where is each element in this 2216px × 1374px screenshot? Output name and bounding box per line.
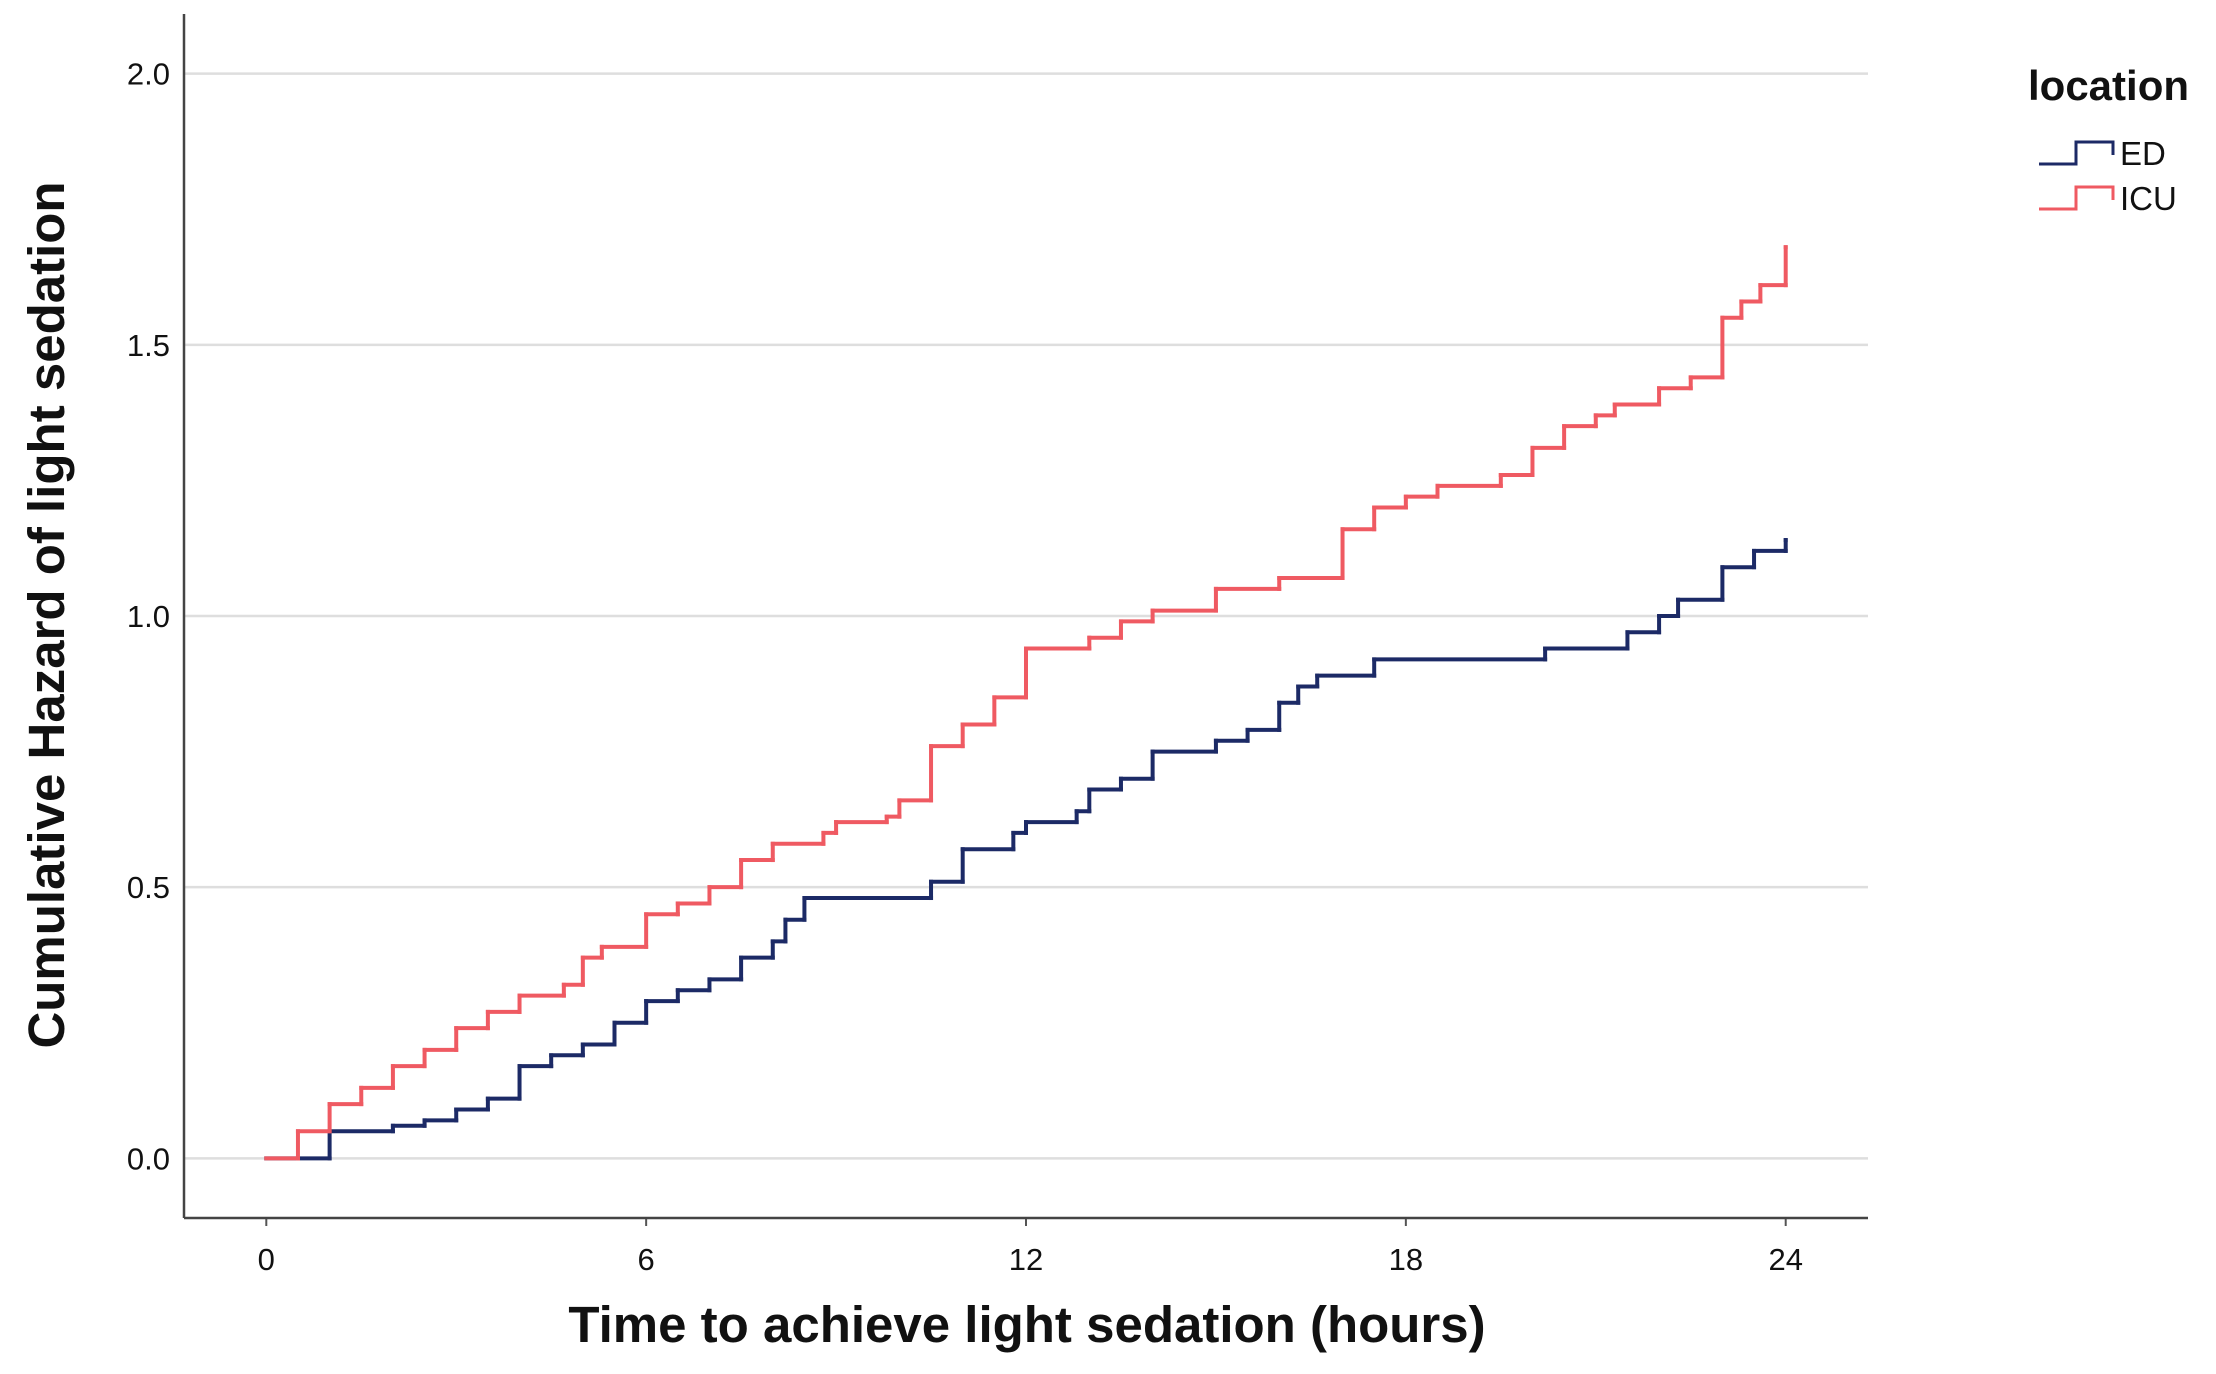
y-tick-label: 0.5 [127,870,170,905]
legend-label: ICU [2120,180,2177,217]
x-tick-label: 0 [258,1242,275,1277]
legend-swatch [2039,185,2115,211]
y-tick-label: 2.0 [127,57,170,92]
series-line [264,245,1788,1161]
x-tick-label: 18 [1389,1242,1423,1277]
series-line [264,538,1788,1161]
y-tick-label: 0.0 [127,1141,170,1176]
x-tick-label: 24 [1768,1242,1802,1277]
y-tick-label: 1.0 [127,599,170,634]
legend-title: location [2028,62,2189,109]
y-tick-label: 1.5 [127,328,170,363]
legend-swatch [2039,140,2115,166]
legend: ED ICU [2039,135,2177,217]
y-axis-title: Cumulative Hazard of light sedation [18,181,75,1048]
legend-label: ED [2120,135,2166,172]
x-axis-title: Time to achieve light sedation (hours) [568,1296,1485,1353]
x-tick-label: 12 [1009,1242,1043,1277]
x-tick-label: 6 [638,1242,655,1277]
